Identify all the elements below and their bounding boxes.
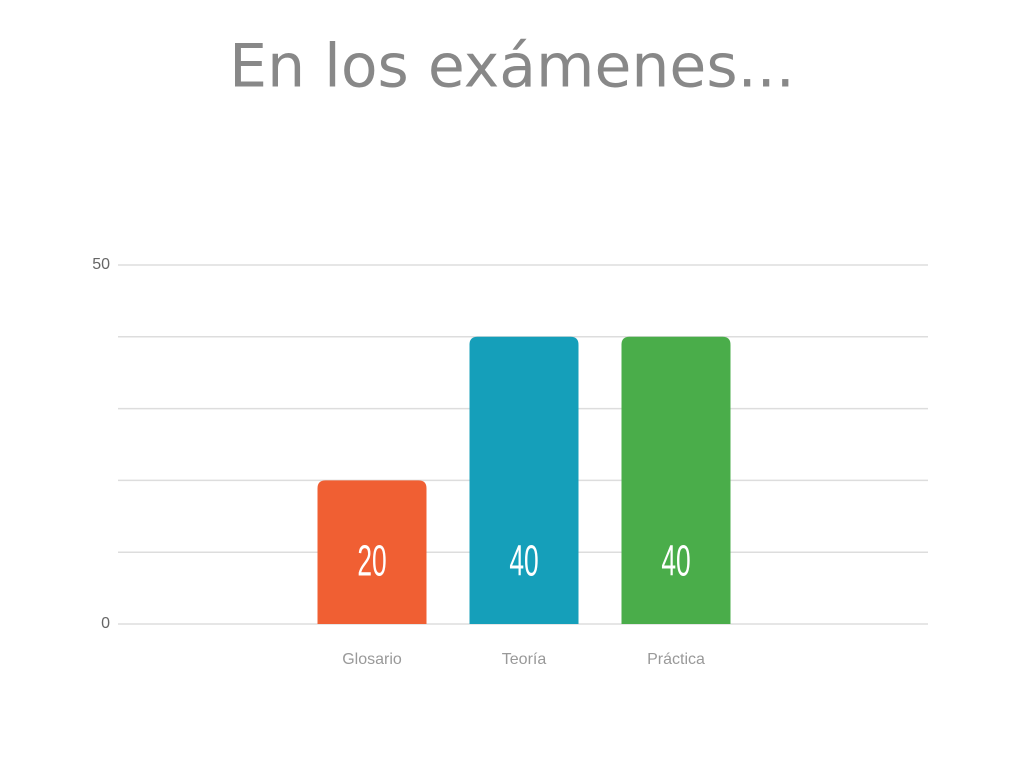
bar: [317, 480, 427, 624]
x-tick-label: Teoría: [502, 651, 547, 668]
bar: [469, 336, 579, 624]
y-tick-label: 0: [101, 615, 110, 632]
chart-title: En los exámenes...: [229, 32, 795, 102]
x-tick-label: Glosario: [342, 651, 402, 668]
bar: [621, 336, 731, 624]
x-tick-label: Práctica: [647, 651, 705, 668]
y-tick-label: 50: [92, 256, 110, 273]
value-label: 40: [509, 536, 538, 586]
value-label: 20: [357, 536, 386, 586]
value-label: 40: [661, 536, 690, 586]
